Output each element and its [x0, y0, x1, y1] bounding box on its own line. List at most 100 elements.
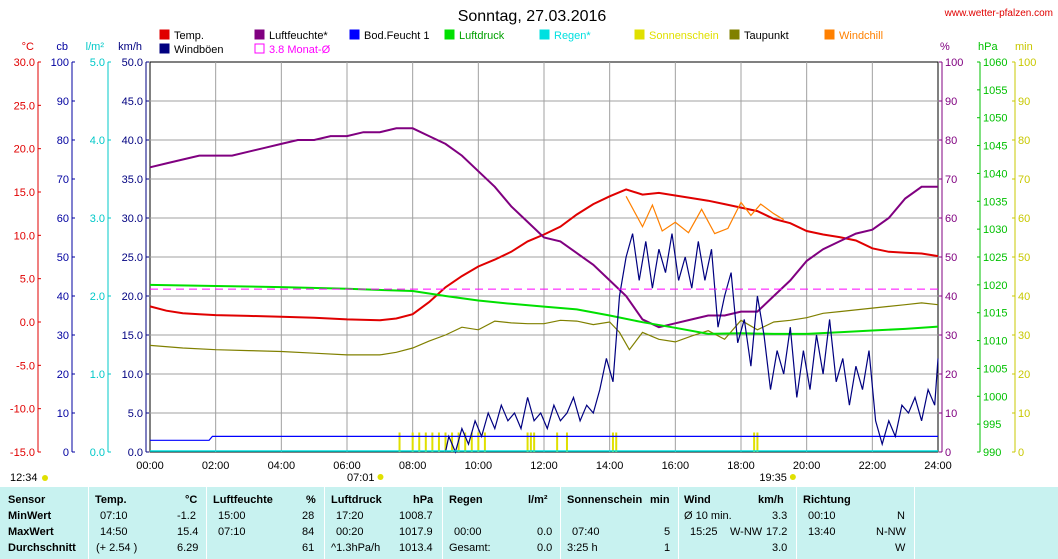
left-tick-label: 0.0 — [128, 447, 143, 459]
sunshine-bar — [451, 432, 454, 452]
avg-rain-total-label: Gesamt: — [449, 542, 491, 554]
left-tick-label: 45.0 — [122, 96, 143, 108]
left-tick-label: -10.0 — [10, 404, 35, 416]
header-wind-unit: km/h — [758, 494, 784, 506]
left-tick-label: 15.0 — [122, 330, 143, 342]
right-tick-label: 1050 — [983, 113, 1007, 125]
right-tick-label: 1000 — [983, 391, 1007, 403]
right-axis-unit: % — [940, 41, 950, 53]
series-line — [149, 127, 938, 329]
min-wind-time: Ø 10 min. — [684, 510, 732, 522]
right-axis-unit: hPa — [978, 41, 998, 53]
legend-label: Temp. — [174, 30, 204, 42]
legend-swatch — [634, 29, 645, 40]
right-tick-label: 60 — [1018, 213, 1030, 225]
x-tick-label: 00:00 — [136, 460, 164, 472]
left-tick-label: 5.0 — [90, 57, 105, 69]
left-tick-label: 3.0 — [90, 213, 105, 225]
left-tick-label: 100 — [51, 57, 69, 69]
right-tick-label: 20 — [945, 369, 957, 381]
min-direction-value: N — [897, 510, 905, 522]
right-tick-label: 50 — [945, 252, 957, 264]
min-temp-value: -1.2 — [177, 510, 196, 522]
avg-temp-change: (+ 2.54 ) — [96, 542, 138, 554]
left-tick-label: 0.0 — [20, 317, 35, 329]
right-tick-label: 0 — [945, 447, 951, 459]
header-rain: Regen — [449, 494, 483, 506]
avg-humidity-value: 61 — [302, 542, 315, 554]
right-tick-label: 80 — [1018, 135, 1030, 147]
header-rain-unit: l/m² — [528, 494, 548, 506]
right-tick-label: 60 — [945, 213, 957, 225]
right-tick-label: 1045 — [983, 141, 1007, 153]
right-axis-unit: min — [1015, 41, 1033, 53]
sunshine-bar — [437, 432, 440, 452]
sunshine-bar — [526, 432, 529, 452]
max-rain-value: 0.0 — [537, 526, 553, 538]
right-tick-label: 1020 — [983, 280, 1007, 292]
left-axis-unit: l/m² — [86, 41, 105, 53]
x-tick-label: 10:00 — [465, 460, 493, 472]
left-tick-label: 35.0 — [122, 174, 143, 186]
sunshine-bar — [611, 432, 614, 452]
series-line — [150, 435, 938, 441]
left-tick-label: 2.0 — [90, 291, 105, 303]
left-tick-label: -15.0 — [10, 447, 35, 459]
x-tick-label: 20:00 — [793, 460, 821, 472]
sun-icon — [42, 475, 48, 481]
legend-label: Windchill — [839, 30, 883, 42]
weather-chart: Sonntag, 27.03.2016 www.wetter-pfalzen.c… — [10, 8, 1053, 484]
sunshine-bar — [444, 432, 447, 452]
max-wind-time: 15:25 — [690, 526, 718, 538]
left-tick-label: 50.0 — [122, 57, 143, 69]
sunshine-bar — [424, 432, 427, 452]
legend-label: Sonnenschein — [649, 30, 719, 42]
min-humidity-value: 28 — [302, 510, 315, 522]
sunshine-bar — [753, 432, 756, 452]
right-tick-label: 70 — [1018, 174, 1030, 186]
max-wind-direction: W-NW — [730, 526, 763, 538]
avg-wind-value: 3.0 — [772, 542, 788, 554]
right-tick-label: 1035 — [983, 196, 1007, 208]
legend: Temp. Windböen Luftfeuchte* 3.8 Monat-Ø Bod.… — [159, 29, 883, 56]
left-tick-label: 20 — [57, 369, 69, 381]
right-tick-label: 100 — [945, 57, 963, 69]
left-tick-label: 25.0 — [14, 100, 35, 112]
avg-pressure-value: 1013.4 — [399, 542, 433, 554]
sunshine-bar — [411, 432, 414, 452]
left-tick-label: 1.0 — [90, 369, 105, 381]
sunshine-bar — [529, 432, 532, 452]
right-tick-label: 1030 — [983, 224, 1007, 236]
summary-table: Sensor Temp. °C Luftfeuchte % Luftdruck … — [0, 487, 1058, 559]
left-tick-label: 10.0 — [14, 230, 35, 242]
max-humidity-time: 07:10 — [218, 526, 246, 538]
right-tick-label: 1015 — [983, 308, 1007, 320]
max-rain-time: 00:00 — [454, 526, 482, 538]
x-tick-label: 06:00 — [333, 460, 361, 472]
right-tick-label: 995 — [983, 419, 1001, 431]
legend-swatch — [254, 43, 265, 54]
x-tick-label: 22:00 — [859, 460, 887, 472]
legend-swatch — [539, 29, 550, 40]
left-tick-label: 0.0 — [90, 447, 105, 459]
right-tick-label: 90 — [1018, 96, 1030, 108]
x-axis: 00:00 02:00 04:00 06:00 08:00 10:00 12:00 14:00… — [10, 460, 952, 484]
x-tick-label: 02:00 — [202, 460, 230, 472]
plot-area — [149, 127, 939, 454]
max-humidity-value: 84 — [302, 526, 315, 538]
max-direction-time: 13:40 — [808, 526, 836, 538]
legend-label: Taupunkt — [744, 30, 789, 42]
header-humidity: Luftfeuchte — [213, 494, 273, 506]
avg-pressure-trend: ^1.3hPa/h — [331, 542, 381, 554]
left-tick-label: 30.0 — [122, 213, 143, 225]
left-tick-label: 20.0 — [122, 291, 143, 303]
max-pressure-value: 1017.9 — [399, 526, 433, 538]
sunrise-time: 07:01 — [347, 472, 375, 484]
right-tick-label: 1060 — [983, 57, 1007, 69]
avg-sunshine-total: 3:25 h — [567, 542, 598, 554]
min-pressure-value: 1008.7 — [399, 510, 433, 522]
sunshine-bar — [464, 432, 467, 452]
max-temp-time: 14:50 — [100, 526, 128, 538]
sunshine-bar — [477, 432, 480, 452]
left-axis-unit: cb — [56, 41, 68, 53]
